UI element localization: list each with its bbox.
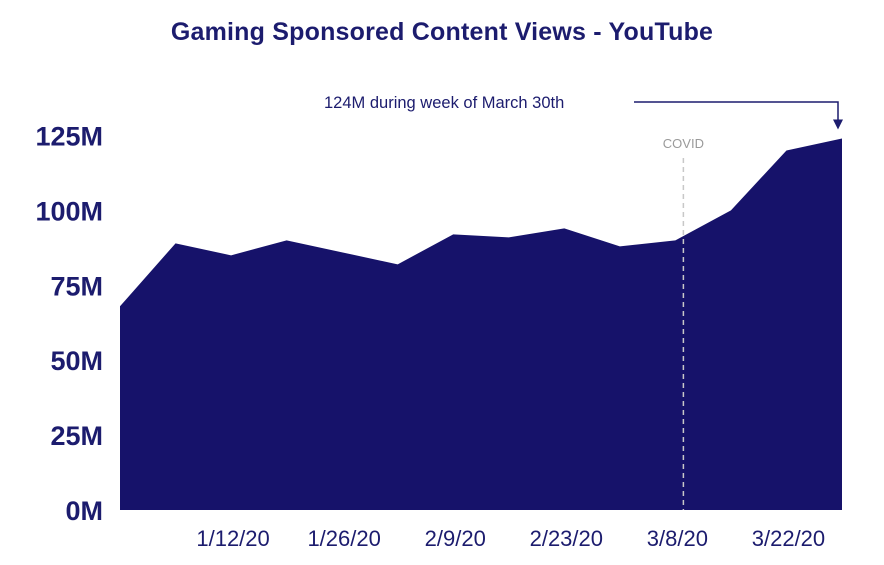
peak-annotation-arrowhead: [833, 119, 843, 130]
views-area: [120, 138, 842, 510]
peak-annotation-text: 124M during week of March 30th: [324, 94, 564, 112]
x-tick-label-3-22-20: 3/22/20: [752, 526, 825, 551]
y-tick-label-125: 125M: [35, 122, 103, 152]
x-tick-label-2-9-20: 2/9/20: [425, 526, 486, 551]
annotation-layer: 124M during week of March 30th: [324, 94, 843, 130]
x-tick-label-1-26-20: 1/26/20: [307, 526, 380, 551]
y-tick-label-75: 75M: [50, 271, 103, 301]
covid-label: COVID: [663, 136, 704, 151]
x-tick-label-2-23-20: 2/23/20: [530, 526, 603, 551]
covid-marker: COVID: [663, 136, 704, 510]
y-tick-label-0: 0M: [65, 496, 103, 526]
y-axis: 0M 25M 50M 75M 100M 125M: [35, 122, 103, 527]
x-tick-label-3-8-20: 3/8/20: [647, 526, 708, 551]
area-layer: [120, 138, 842, 510]
peak-annotation-arrow-line: [634, 101, 839, 125]
x-axis: 1/12/20 1/26/20 2/9/20 2/23/20 3/8/20 3/22/20: [196, 526, 825, 551]
y-tick-label-25: 25M: [50, 421, 103, 451]
x-tick-label-1-12-20: 1/12/20: [196, 526, 269, 551]
y-tick-label-50: 50M: [50, 346, 103, 376]
y-tick-label-100: 100M: [35, 196, 103, 226]
chart-title: Gaming Sponsored Content Views - YouTube: [170, 18, 714, 46]
